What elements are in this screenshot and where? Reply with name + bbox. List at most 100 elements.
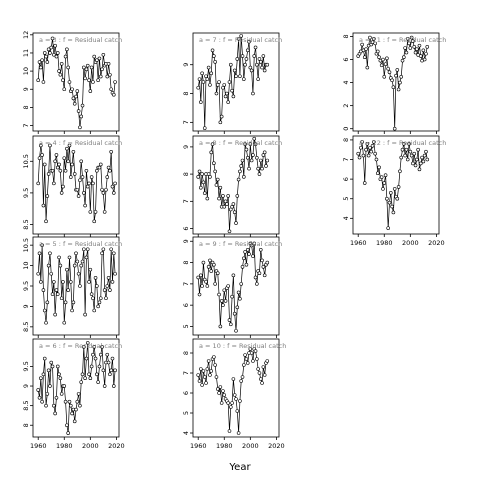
data-point [247,166,251,171]
data-point [213,60,217,64]
data-point [67,255,72,260]
data-point [256,166,260,171]
data-point [52,280,56,284]
data-point [239,282,244,286]
data-point [76,194,81,198]
data-point [53,411,57,416]
series-group [196,241,270,333]
data-point [102,384,107,388]
data-point [88,89,93,93]
data-point [362,181,367,185]
panel-label: a = 11 : f = Residual catch [359,36,446,44]
data-point [48,143,52,148]
data-point [57,69,61,73]
y-tick-label: 7 [342,157,350,161]
data-point [92,54,97,59]
data-point [205,367,210,371]
y-tick-label: 8 [22,423,30,427]
data-point [407,41,411,46]
data-point [365,65,370,70]
data-point [399,155,404,160]
data-point [240,265,245,269]
data-point [75,259,80,264]
data-point [101,247,106,252]
y-tick-label: 10 [22,67,30,75]
data-point [108,288,112,292]
panels-layer: 7 8 9 10 11 12 a = 3 : f = Residual catch 8.5 9.… [22,31,446,450]
data-point [45,300,50,305]
data-point [72,172,77,176]
data-point [98,296,103,301]
data-point [80,103,85,108]
x-axis-label: Year [228,462,251,473]
data-point [58,168,63,173]
data-point [210,48,215,53]
data-point [369,149,374,154]
data-point [258,158,263,163]
y-tick-label: 4 [342,81,350,85]
panel-label: a = 6 : f = Residual catch [39,342,122,350]
data-point [200,71,204,76]
data-point [240,375,245,379]
x-tick-label: 2000 [242,442,259,450]
data-point [383,173,388,177]
data-point [206,359,211,363]
data-point [424,51,428,56]
data-point [217,292,221,297]
panel-label: a = 4 : f = Residual catch [39,139,122,147]
x-tick-label: 2000 [82,442,99,450]
data-point [239,34,244,38]
data-point [46,47,51,52]
data-point [101,191,106,195]
data-point [232,68,237,73]
data-point [199,367,203,371]
data-point [257,371,262,375]
data-point [257,172,262,176]
data-point [206,65,211,70]
data-point [219,401,224,405]
data-point [93,276,98,280]
panel-a12: 4 5 6 7 8 1960 1980 2000 2020 a = 12 : f = Residu… [342,135,446,247]
y-tick-label: 4 [342,216,350,220]
data-point [227,80,232,84]
data-point [95,284,99,288]
data-point [239,379,244,383]
data-point [392,126,397,131]
panel-frame [32,32,120,132]
data-point [101,368,106,373]
data-point [425,157,430,162]
data-point [375,49,380,54]
data-point [265,260,270,265]
data-point [405,157,410,162]
series-group [356,35,430,131]
data-point [219,299,224,303]
data-point [65,267,69,272]
y-tick-label: 8 [342,138,350,142]
panel-a3: 7 8 9 10 11 12 a = 3 : f = Residual catch [22,31,122,134]
data-point [204,279,208,284]
y-tick-label: 6 [182,226,190,230]
data-point [235,305,240,310]
data-point [78,403,82,408]
data-point [258,247,263,252]
data-point [42,162,47,167]
data-point [232,311,237,316]
data-point [98,74,103,79]
data-point [84,67,89,72]
y-tick-label: 6 [342,57,350,61]
data-point [239,164,244,168]
data-point [404,147,409,152]
data-point [87,280,91,284]
data-point [218,324,223,329]
data-point [37,156,42,160]
data-point [110,356,115,361]
data-point [72,263,77,268]
data-point [42,356,47,361]
x-tick-label: 1980 [56,442,73,450]
data-point [249,158,254,163]
data-point [225,91,229,96]
data-point [61,78,65,82]
data-point [88,267,93,272]
panel-a11: 0 2 4 6 8 a = 11 : f = Residual catch [342,32,446,134]
y-tick-label: 10.5 [22,238,30,252]
